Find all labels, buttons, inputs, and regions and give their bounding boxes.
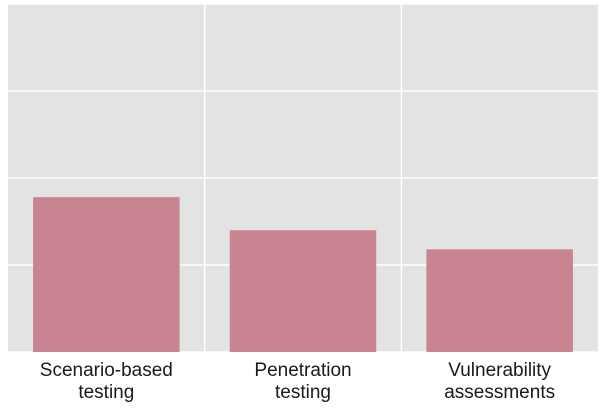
category-label-line: Scenario-based bbox=[39, 360, 173, 381]
category-label-line: Vulnerability bbox=[448, 360, 552, 381]
category-label-line: assessments bbox=[444, 382, 556, 403]
category-label-1: Penetration testing bbox=[213, 360, 393, 404]
bar-0 bbox=[33, 197, 180, 352]
category-label-line: testing bbox=[78, 382, 135, 403]
bar-2 bbox=[426, 249, 573, 352]
category-label-2: Vulnerability assessments bbox=[410, 360, 590, 404]
category-label-line: Penetration bbox=[254, 360, 352, 381]
category-label-0: Scenario-based testing bbox=[16, 360, 196, 404]
category-label-line: testing bbox=[275, 382, 331, 403]
bar-1 bbox=[229, 230, 377, 352]
